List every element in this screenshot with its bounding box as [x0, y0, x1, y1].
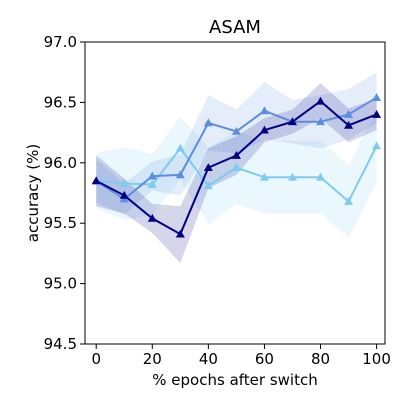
y-tick-label: 97.0 — [44, 33, 77, 51]
series-1-point — [372, 109, 382, 118]
x-tick-label: 40 — [199, 350, 218, 368]
series-3-point — [287, 172, 297, 181]
series-3-band — [96, 109, 377, 238]
y-axis-label: accuracy (%) — [24, 144, 42, 242]
series-1-point — [147, 213, 157, 222]
plot-frame — [84, 41, 386, 345]
series-3-point — [316, 172, 326, 181]
y-axis-ticks: 94.5 95.0 95.5 96.0 96.5 97.0 — [44, 33, 85, 353]
series-2-point — [316, 117, 326, 126]
series-3-point — [231, 163, 241, 172]
series-1-point — [344, 120, 354, 129]
series-1-band — [96, 83, 377, 264]
x-tick-label: 100 — [362, 350, 391, 368]
y-tick-label: 94.5 — [44, 335, 77, 353]
series-2-point — [147, 171, 157, 180]
x-tick-label: 20 — [143, 350, 162, 368]
series-2-point — [372, 93, 382, 101]
series-3-point — [147, 180, 157, 188]
series-markers — [91, 93, 382, 238]
y-tick-label: 95.5 — [44, 214, 77, 232]
series-3-point — [344, 196, 354, 205]
x-tick-label: 0 — [91, 350, 101, 368]
series-1-point — [119, 190, 129, 199]
series-1-point — [203, 163, 213, 172]
series-1-point — [175, 229, 185, 238]
y-tick-label: 96.0 — [44, 154, 77, 172]
series-1-point — [231, 151, 241, 159]
series-2-point — [259, 106, 269, 115]
series-3-point — [119, 178, 129, 187]
series-2-point — [203, 118, 213, 127]
y-tick-label: 96.5 — [44, 93, 77, 111]
series-3-point — [175, 143, 185, 152]
x-axis-ticks: 0 20 40 60 80 100 — [91, 344, 391, 368]
series-3-point — [203, 181, 213, 190]
series-2-point — [175, 170, 185, 179]
x-tick-label: 80 — [311, 350, 330, 368]
y-tick-label: 95.0 — [44, 275, 77, 293]
series-1-point — [259, 125, 269, 134]
series-2-band — [96, 72, 377, 215]
series-1-point — [91, 176, 101, 185]
series-1-point — [287, 117, 297, 126]
chart-title: ASAM — [209, 17, 261, 38]
x-axis-label: % epochs after switch — [152, 371, 317, 389]
series-1-point — [316, 96, 326, 105]
series-2-point — [231, 126, 241, 135]
series-3-point — [259, 172, 269, 181]
confidence-bands — [96, 72, 377, 264]
x-tick-label: 60 — [255, 350, 274, 368]
series-2-point — [344, 109, 354, 118]
series-3-point — [372, 141, 382, 150]
